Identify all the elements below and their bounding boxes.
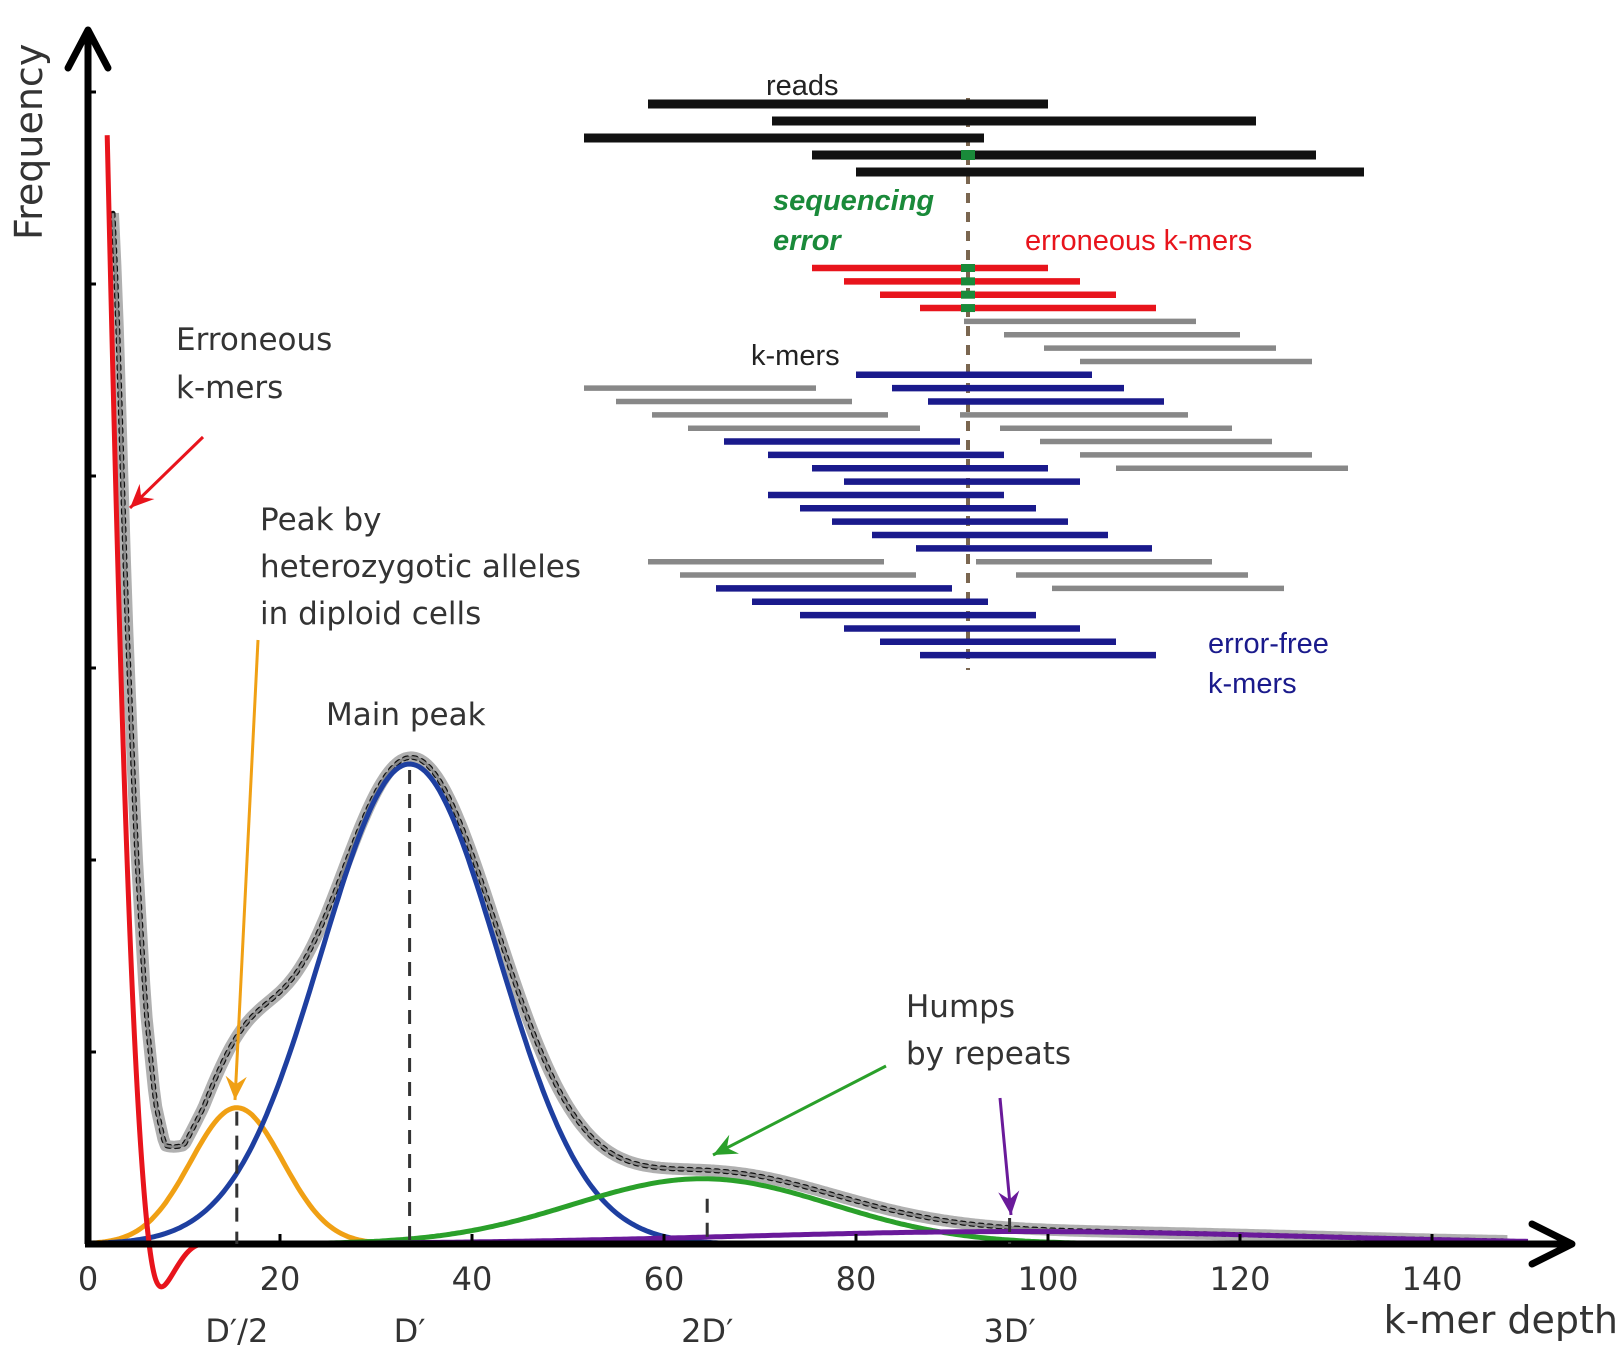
kmer-error-mark: [961, 290, 975, 299]
x-tick-label: 120: [1209, 1260, 1270, 1298]
series-line-2: [87, 761, 762, 1247]
annotation-main-peak: Main peak: [326, 697, 486, 733]
y-axis-arrow-icon: [64, 26, 112, 72]
reference-label: D′: [394, 1312, 426, 1350]
x-tick-label: 60: [644, 1260, 685, 1298]
arrow-erroneous: [128, 435, 205, 510]
arrow-heterozygous: [233, 639, 260, 1101]
kmer-error-mark: [961, 277, 975, 286]
annotations: Erroneous k-mers Peak by heterozygotic alle…: [128, 322, 1071, 1216]
y-axis-label: Frequency: [7, 44, 51, 240]
x-ticks: 0 20 40 60 80 100 120 140: [78, 90, 1463, 1298]
reads-kmers-inset: reads sequencing error erroneous k-mers k-me…: [584, 70, 1364, 700]
x-tick-label: 100: [1017, 1260, 1078, 1298]
axes: Frequency k-mer depth: [7, 26, 1618, 1342]
annotation-humps-by-repeats: by repeats: [906, 1036, 1071, 1072]
reference-label: 3D′: [983, 1312, 1035, 1350]
annotation-erroneous-kmers: k-mers: [176, 370, 283, 406]
annotation-erroneous-kmers: Erroneous: [176, 322, 332, 358]
series-line-erroneous: [104, 135, 204, 1290]
arrow-repeat-3d: [998, 1097, 1013, 1216]
inset-label-sequencing-error: error: [773, 225, 842, 257]
x-axis-arrow-icon: [1528, 1220, 1576, 1268]
annotation-humps-by-repeats: Humps: [906, 989, 1015, 1025]
inset-label-reads: reads: [766, 70, 839, 102]
x-tick-label: 80: [836, 1260, 877, 1298]
x-tick-label: 40: [452, 1260, 493, 1298]
inset-label-sequencing-error: sequencing: [773, 185, 934, 217]
inset-label-kmers: k-mers: [751, 340, 840, 372]
arrow-repeat-3d-head-icon: [998, 1190, 1020, 1215]
annotation-heterozygous-peak: heterozygotic alleles: [260, 549, 581, 585]
x-tick-label: 20: [260, 1260, 301, 1298]
arrow-erroneous-head-icon: [130, 483, 155, 508]
annotation-heterozygous-peak: in diploid cells: [260, 596, 481, 632]
reference-label: D′/2: [205, 1312, 268, 1350]
inset-label-error-free-kmers: error-free: [1208, 628, 1329, 660]
arrow-repeat-2d: [712, 1064, 887, 1157]
reference-label: 2D′: [681, 1312, 733, 1350]
x-tick-label: 140: [1401, 1260, 1462, 1298]
arrow-heterozygous-head-icon: [225, 1075, 247, 1100]
inset-label-erroneous-kmers: erroneous k-mers: [1025, 225, 1252, 257]
plot-area: [87, 135, 1529, 1290]
kmer-error-mark: [961, 304, 975, 313]
reference-lines: D′/2 D′ 2D′ 3D′: [205, 770, 1036, 1350]
sequencing-error-mark: [961, 150, 975, 160]
x-tick-label: 0: [78, 1260, 98, 1298]
arrow-repeat-2d-head-icon: [713, 1134, 739, 1155]
inset-label-error-free-kmers: k-mers: [1208, 668, 1297, 700]
kmer-error-mark: [961, 264, 975, 272]
annotation-heterozygous-peak: Peak by: [260, 502, 382, 538]
x-axis-label: k-mer depth: [1384, 1298, 1618, 1342]
